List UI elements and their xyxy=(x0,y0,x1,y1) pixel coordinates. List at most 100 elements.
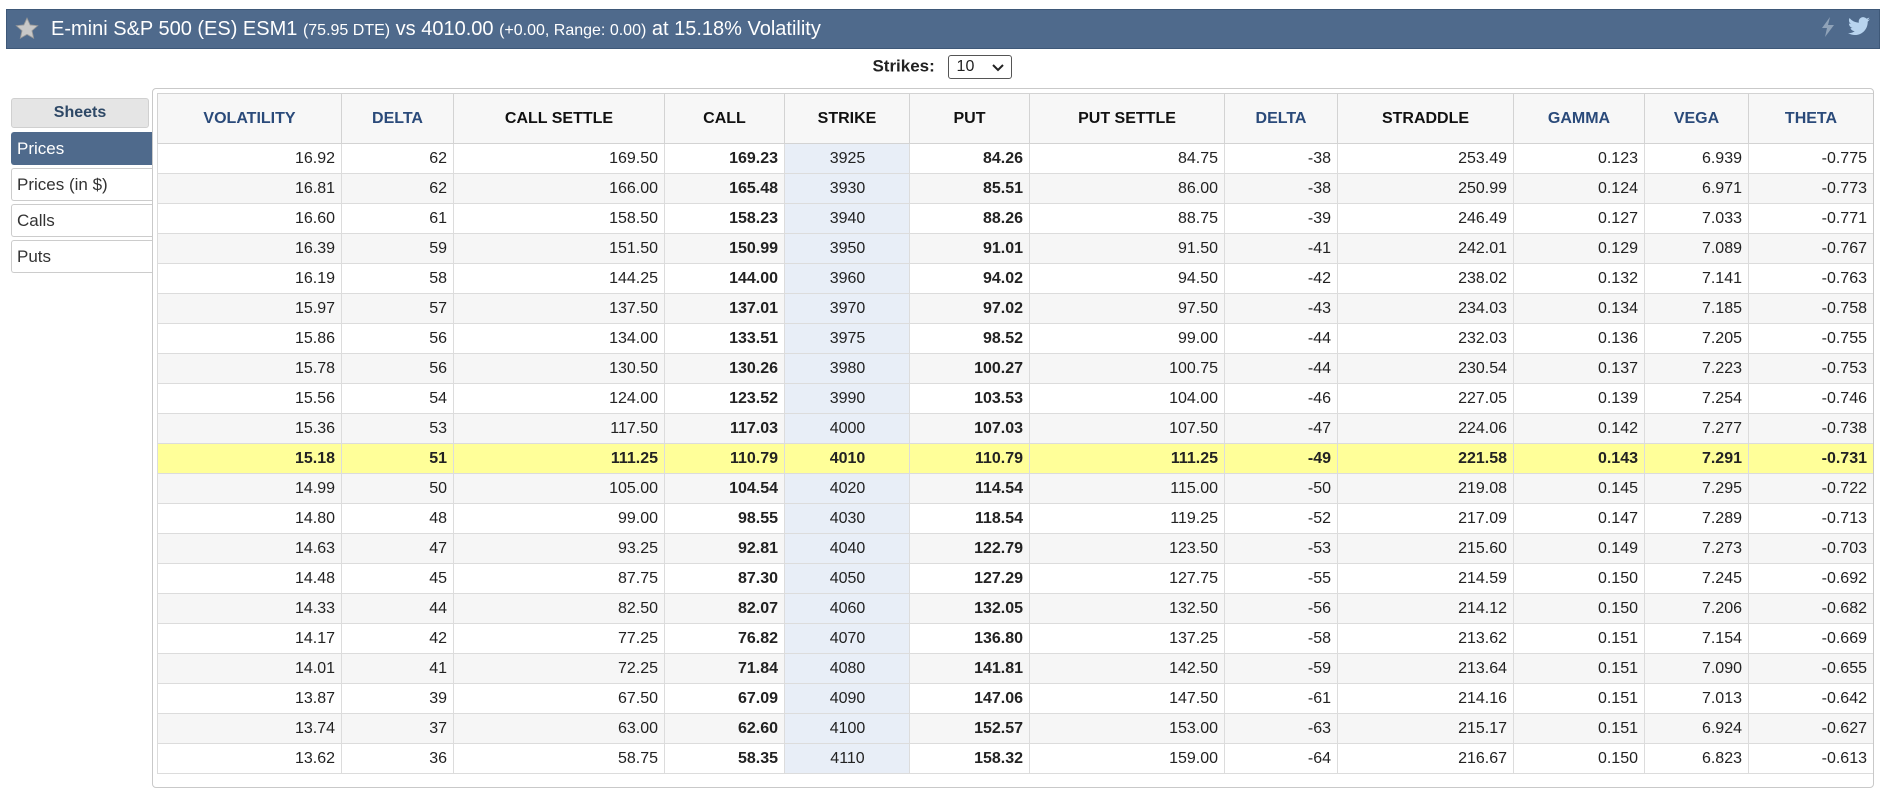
cell-put-settle: 137.25 xyxy=(1029,623,1225,654)
cell-strike: 4050 xyxy=(784,563,910,594)
col-header-call-delta[interactable]: DELTA xyxy=(341,93,454,144)
cell-gamma: 0.151 xyxy=(1513,653,1645,684)
dte-label: (75.95 DTE) xyxy=(302,21,391,39)
table-row: 14.99 50 105.00 104.54 4020 114.54 115.00 -50 21… xyxy=(157,473,1873,504)
cell-gamma: 0.139 xyxy=(1513,383,1645,414)
cell-call: 62.60 xyxy=(664,713,785,744)
sheet-item-puts[interactable]: Puts xyxy=(11,240,154,273)
col-header-call[interactable]: CALL xyxy=(664,93,785,144)
cell-straddle: 217.09 xyxy=(1337,503,1514,534)
cell-gamma: 0.143 xyxy=(1513,443,1645,474)
col-header-vega[interactable]: VEGA xyxy=(1644,93,1749,144)
cell-gamma: 0.127 xyxy=(1513,203,1645,234)
cell-put-settle: 104.00 xyxy=(1029,383,1225,414)
cell-call: 87.30 xyxy=(664,563,785,594)
cell-vega: 6.823 xyxy=(1644,743,1749,774)
cell-put: 97.02 xyxy=(909,293,1030,324)
cell-vega: 6.939 xyxy=(1644,143,1749,174)
cell-call-settle: 144.25 xyxy=(453,263,665,294)
col-header-put-settle[interactable]: PUT SETTLE xyxy=(1029,93,1225,144)
cell-volatility: 16.60 xyxy=(157,203,342,234)
table-row: 15.86 56 134.00 133.51 3975 98.52 99.00 -44 232.… xyxy=(157,323,1873,354)
cell-theta: -0.642 xyxy=(1748,683,1873,714)
cell-call-settle: 124.00 xyxy=(453,383,665,414)
strikes-select[interactable]: 10 xyxy=(947,55,1012,82)
cell-call: 158.23 xyxy=(664,203,785,234)
cell-vega: 7.254 xyxy=(1644,383,1749,414)
cell-gamma: 0.151 xyxy=(1513,623,1645,654)
cell-put: 94.02 xyxy=(909,263,1030,294)
twitter-icon[interactable] xyxy=(1847,16,1871,43)
cell-call-settle: 134.00 xyxy=(453,323,665,354)
cell-vega: 7.154 xyxy=(1644,623,1749,654)
cell-put: 136.80 xyxy=(909,623,1030,654)
cell-gamma: 0.150 xyxy=(1513,743,1645,774)
cell-put-settle: 127.75 xyxy=(1029,563,1225,594)
cell-theta: -0.758 xyxy=(1748,293,1873,324)
cell-call-settle: 93.25 xyxy=(453,533,665,564)
cell-put: 103.53 xyxy=(909,383,1030,414)
sheet-item-prices-in-dollars[interactable]: Prices (in $) xyxy=(11,168,154,201)
col-header-theta[interactable]: THETA xyxy=(1748,93,1873,144)
cell-put-delta: -61 xyxy=(1224,683,1338,714)
cell-gamma: 0.142 xyxy=(1513,413,1645,444)
cell-put-settle: 99.00 xyxy=(1029,323,1225,354)
cell-vega: 7.089 xyxy=(1644,233,1749,264)
cell-vega: 7.185 xyxy=(1644,293,1749,324)
cell-call-delta: 51 xyxy=(341,443,454,474)
cell-volatility: 16.92 xyxy=(157,143,342,174)
cell-vega: 7.205 xyxy=(1644,323,1749,354)
sheet-item-calls[interactable]: Calls xyxy=(11,204,154,237)
cell-theta: -0.669 xyxy=(1748,623,1873,654)
cell-call-delta: 58 xyxy=(341,263,454,294)
col-header-strike[interactable]: STRIKE xyxy=(784,93,910,144)
cell-call-delta: 39 xyxy=(341,683,454,714)
cell-straddle: 216.67 xyxy=(1337,743,1514,774)
cell-volatility: 15.78 xyxy=(157,353,342,384)
col-header-put[interactable]: PUT xyxy=(909,93,1030,144)
cell-put-delta: -47 xyxy=(1224,413,1338,444)
cell-call: 98.55 xyxy=(664,503,785,534)
cell-put-settle: 123.50 xyxy=(1029,533,1225,564)
cell-straddle: 213.64 xyxy=(1337,653,1514,684)
volatility-label: at 15.18% Volatility xyxy=(651,17,821,40)
cell-put-delta: -56 xyxy=(1224,593,1338,624)
cell-gamma: 0.150 xyxy=(1513,593,1645,624)
chevron-down-icon xyxy=(991,60,1005,82)
table-row: 15.18 51 111.25 110.79 4010 110.79 111.25 -49 22… xyxy=(157,443,1873,474)
cell-gamma: 0.145 xyxy=(1513,473,1645,504)
cell-put-settle: 97.50 xyxy=(1029,293,1225,324)
cell-volatility: 14.01 xyxy=(157,653,342,684)
cell-put-settle: 86.00 xyxy=(1029,173,1225,204)
lightning-icon[interactable] xyxy=(1819,16,1837,43)
cell-put-settle: 132.50 xyxy=(1029,593,1225,624)
cell-call-delta: 62 xyxy=(341,143,454,174)
cell-volatility: 16.39 xyxy=(157,233,342,264)
star-icon[interactable] xyxy=(13,15,41,43)
cell-volatility: 15.86 xyxy=(157,323,342,354)
table-row: 14.48 45 87.75 87.30 4050 127.29 127.75 -55 214.… xyxy=(157,563,1873,594)
cell-straddle: 214.16 xyxy=(1337,683,1514,714)
cell-vega: 7.291 xyxy=(1644,443,1749,474)
col-header-put-delta[interactable]: DELTA xyxy=(1224,93,1338,144)
table-row: 14.01 41 72.25 71.84 4080 141.81 142.50 -59 213.… xyxy=(157,653,1873,684)
cell-call-settle: 99.00 xyxy=(453,503,665,534)
cell-vega: 7.206 xyxy=(1644,593,1749,624)
cell-gamma: 0.129 xyxy=(1513,233,1645,264)
cell-vega: 7.141 xyxy=(1644,263,1749,294)
cell-vega: 7.273 xyxy=(1644,533,1749,564)
cell-call-settle: 105.00 xyxy=(453,473,665,504)
cell-call: 144.00 xyxy=(664,263,785,294)
col-header-gamma[interactable]: GAMMA xyxy=(1513,93,1645,144)
cell-strike: 3930 xyxy=(784,173,910,204)
sheet-item-prices[interactable]: Prices xyxy=(11,132,154,165)
cell-volatility: 13.62 xyxy=(157,743,342,774)
cell-strike: 4020 xyxy=(784,473,910,504)
cell-gamma: 0.149 xyxy=(1513,533,1645,564)
cell-theta: -0.775 xyxy=(1748,143,1873,174)
cell-call: 104.54 xyxy=(664,473,785,504)
col-header-call-settle[interactable]: CALL SETTLE xyxy=(453,93,665,144)
col-header-straddle[interactable]: STRADDLE xyxy=(1337,93,1514,144)
col-header-volatility[interactable]: VOLATILITY xyxy=(157,93,342,144)
table-row: 16.19 58 144.25 144.00 3960 94.02 94.50 -42 238.… xyxy=(157,263,1873,294)
